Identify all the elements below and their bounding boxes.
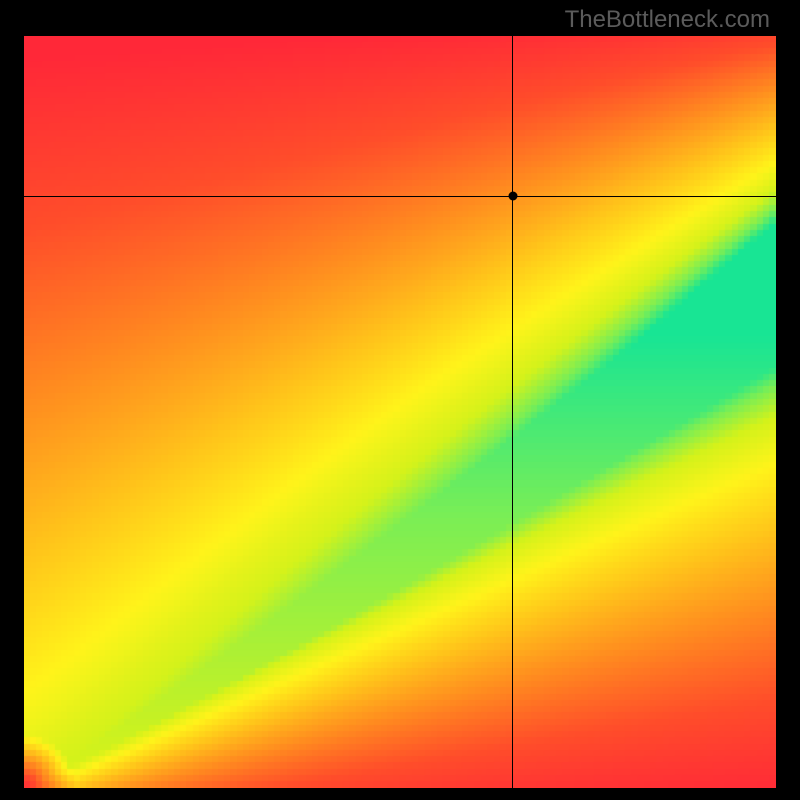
crosshair-vertical [512, 36, 513, 788]
heatmap-canvas [24, 36, 776, 788]
chart-container: TheBottleneck.com [0, 0, 800, 800]
watermark-text: TheBottleneck.com [565, 6, 770, 34]
crosshair-horizontal [24, 196, 776, 197]
crosshair-marker [508, 192, 517, 201]
